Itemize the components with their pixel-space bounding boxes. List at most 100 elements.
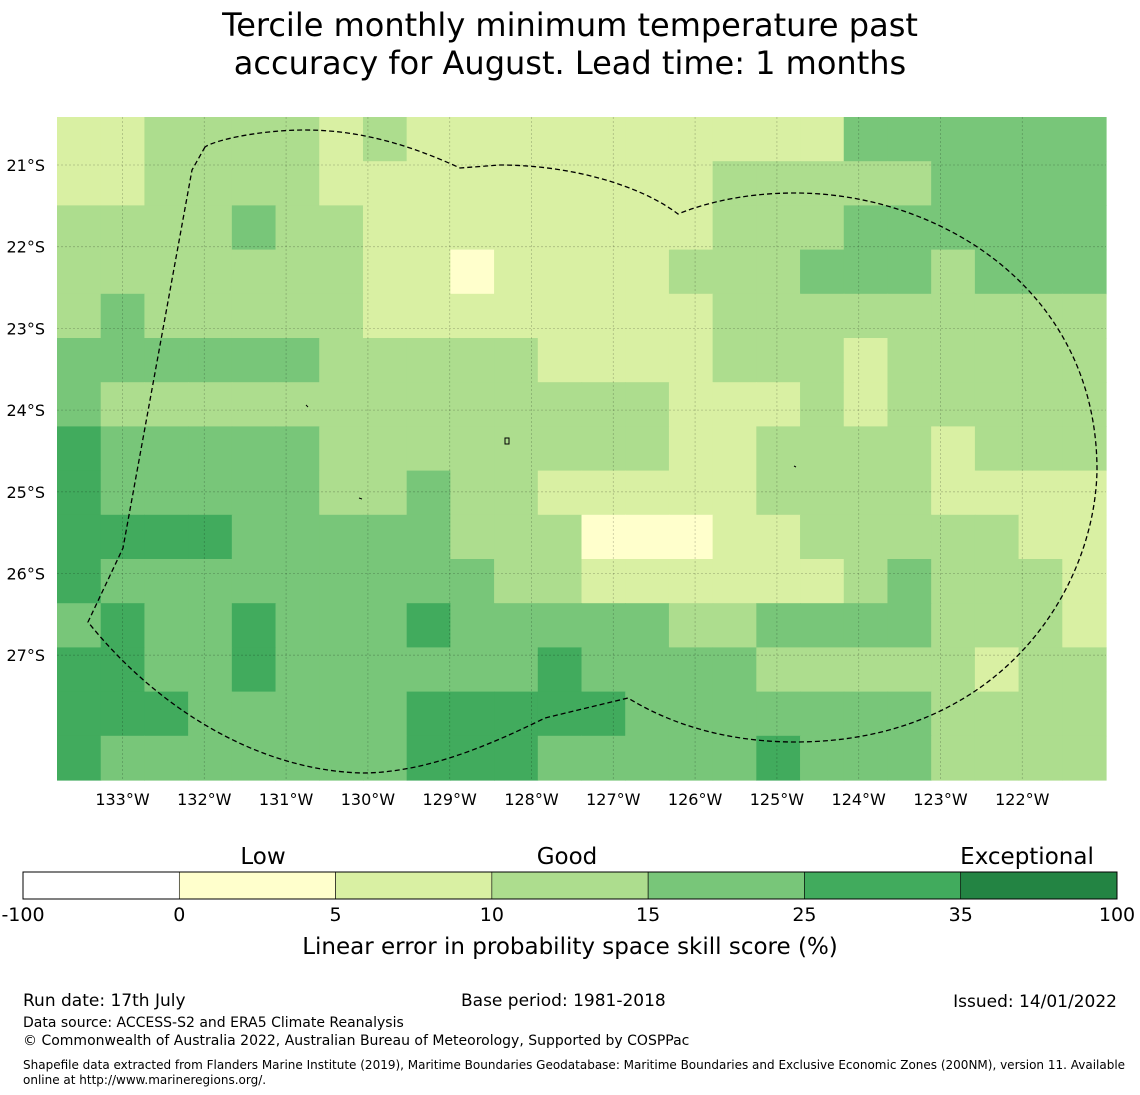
grid-cell — [100, 559, 146, 604]
island-marker — [358, 497, 363, 500]
grid-cell — [712, 691, 757, 737]
grid-cell — [319, 249, 364, 295]
colorbar-category-label: Exceptional — [960, 844, 1094, 870]
longitude-label: 125°W — [750, 790, 805, 809]
grid-cell — [1018, 735, 1063, 781]
colorbar-segment — [491, 871, 649, 900]
grid-cell — [57, 691, 102, 737]
grid-cell — [231, 117, 277, 162]
grid-cell — [275, 205, 320, 251]
grid-cell — [406, 426, 451, 472]
grid-cell — [1062, 647, 1107, 693]
grid-cell — [57, 735, 102, 781]
grid-cell — [1062, 293, 1107, 339]
grid-cell — [57, 514, 102, 560]
grid-cell — [57, 338, 102, 383]
copyright-notice: © Commonwealth of Australia 2022, Austra… — [23, 1033, 690, 1049]
grid-cell — [668, 514, 714, 560]
grid-cell — [887, 691, 932, 737]
grid-cell — [756, 514, 801, 560]
grid-cell — [144, 117, 189, 162]
grid-cell — [712, 293, 757, 339]
grid-cell — [406, 470, 451, 516]
grid-cell — [843, 470, 889, 516]
colorbar-tick-label: -100 — [1, 904, 44, 926]
grid-cell — [319, 426, 364, 472]
grid-cell — [188, 249, 233, 295]
grid-cell — [450, 249, 495, 295]
grid-cell — [362, 514, 408, 560]
grid-cell — [406, 514, 451, 560]
grid-cell — [668, 647, 714, 693]
grid-cell — [450, 426, 495, 472]
grid-cell — [57, 647, 102, 693]
grid-cell — [1018, 426, 1063, 472]
grid-cell — [800, 205, 845, 251]
grid-cell — [581, 470, 626, 516]
grid-cell — [450, 205, 495, 251]
grid-cell — [1062, 735, 1107, 781]
grid-cell — [231, 382, 277, 427]
grid-cell — [756, 470, 801, 516]
grid-cell — [712, 514, 757, 560]
grid-cell — [537, 117, 583, 162]
grid-cell — [100, 382, 146, 427]
grid-cell — [231, 338, 277, 383]
grid-cell — [100, 338, 146, 383]
grid-cell — [275, 426, 320, 472]
grid-cell — [231, 161, 277, 206]
grid-cell — [1018, 514, 1063, 560]
grid-cell — [581, 735, 626, 781]
grid-cell — [57, 559, 102, 604]
longitude-label: 122°W — [995, 790, 1050, 809]
shapefile-credit-line-1: Shapefile data extracted from Flanders M… — [23, 1058, 1126, 1072]
grid-cell — [144, 647, 189, 693]
colorbar-segment — [178, 871, 336, 900]
grid-cell — [362, 603, 408, 648]
grid-cell — [188, 603, 233, 648]
grid-cell — [100, 249, 146, 295]
grid-cell — [931, 470, 976, 516]
grid-cell — [406, 559, 451, 604]
grid-cell — [581, 559, 626, 604]
grid-cell — [57, 205, 102, 251]
grid-cell — [100, 293, 146, 339]
grid-cell — [668, 249, 714, 295]
grid-cell — [931, 293, 976, 339]
grid-cell — [843, 691, 889, 737]
grid-cell — [931, 426, 976, 472]
grid-cell — [625, 735, 670, 781]
grid-cell — [537, 249, 583, 295]
grid-cell — [450, 382, 495, 427]
grid-cell — [275, 338, 320, 383]
grid-cell — [756, 559, 801, 604]
grid-cell — [756, 338, 801, 383]
latitude-label: 25°S — [6, 483, 45, 502]
grid-cell — [362, 338, 408, 383]
grid-cell — [1018, 603, 1063, 648]
grid-cell — [144, 205, 189, 251]
grid-cell — [494, 691, 539, 737]
grid-cell — [756, 249, 801, 295]
grid-cell — [362, 382, 408, 427]
map-gridlines — [57, 117, 1106, 780]
grid-cell — [494, 647, 539, 693]
grid-cell — [319, 293, 364, 339]
grid-cell — [974, 514, 1020, 560]
grid-cell — [712, 559, 757, 604]
grid-cell — [231, 205, 277, 251]
grid-cell — [887, 382, 932, 427]
grid-cell — [144, 514, 189, 560]
grid-cell — [581, 647, 626, 693]
grid-cell — [843, 161, 889, 206]
colorbar-axis-label: Linear error in probability space skill … — [302, 934, 838, 960]
grid-cell — [1062, 426, 1107, 472]
grid-cell — [100, 161, 146, 206]
grid-cell — [1062, 117, 1107, 162]
grid-cell — [406, 205, 451, 251]
grid-cell — [712, 117, 757, 162]
grid-cell — [231, 691, 277, 737]
grid-cell — [494, 338, 539, 383]
grid-cell — [319, 691, 364, 737]
colorbar-segment — [804, 871, 962, 900]
